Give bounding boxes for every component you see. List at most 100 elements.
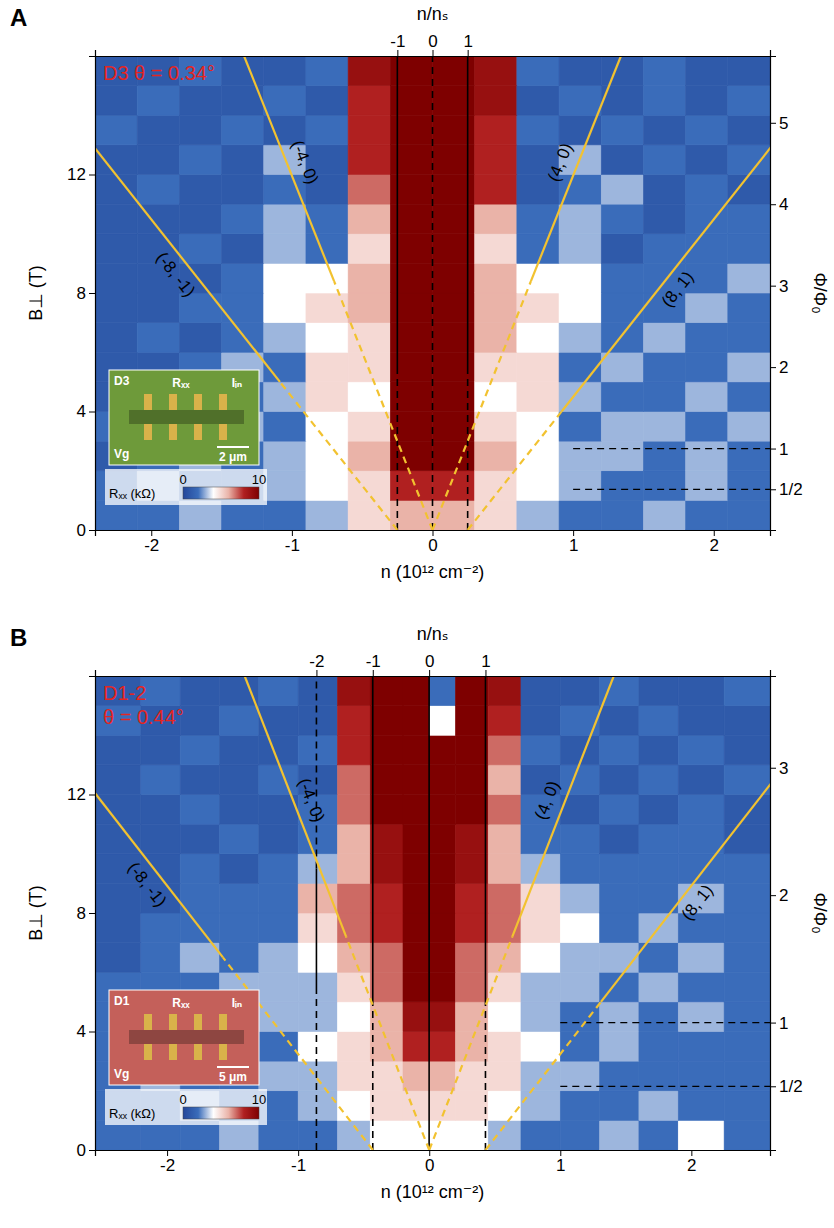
tick: 0 [77, 521, 95, 540]
tick-mark [770, 768, 776, 769]
tick-label: 1 [556, 1156, 565, 1175]
heatmap-cell [137, 115, 179, 145]
fan-label: (4, 0) [544, 140, 576, 184]
heatmap-cell [517, 293, 559, 323]
heatmap-cell [455, 676, 488, 706]
tick-label: 1 [463, 32, 472, 51]
tick: 1/2 [770, 480, 803, 499]
heatmap-cell [137, 293, 179, 323]
heatmap-cell [455, 1061, 488, 1091]
heatmap-cell [600, 1091, 639, 1121]
tick-mark [89, 913, 95, 914]
heatmap-cell [600, 883, 639, 913]
heatmap-cell [728, 500, 770, 530]
heatmap-cell [180, 735, 219, 765]
heatmap-cell [601, 382, 643, 412]
y2-axis-title: Φ/Φ₀ [810, 272, 830, 313]
annotation: D3 θ = 0.34° [103, 62, 215, 84]
tick: 4 [77, 402, 95, 421]
colorbar-ground [105, 469, 267, 505]
heatmap-cell [298, 913, 337, 943]
heatmap-cell [475, 323, 517, 353]
heatmap-cell [724, 706, 770, 736]
heatmap-cell [728, 204, 770, 234]
heatmap-cell [222, 234, 264, 264]
heatmap-cell [259, 943, 298, 973]
heatmap-cell [370, 854, 403, 884]
heatmap-cell [678, 706, 724, 736]
heatmap-cell [643, 56, 685, 86]
heatmap-cell [370, 1002, 403, 1032]
heatmap-cell [724, 765, 770, 795]
heatmap-cell [724, 1032, 770, 1062]
tick-label: 4 [77, 1022, 86, 1041]
heatmap-cell [559, 175, 601, 205]
heatmap-cell [259, 824, 298, 854]
heatmap-cell [521, 1061, 560, 1091]
heatmap-cell [559, 204, 601, 234]
heatmap-cell [222, 175, 264, 205]
heatmap-cell [639, 676, 678, 706]
heatmap-cell [728, 56, 770, 86]
heatmap-cell [475, 234, 517, 264]
heatmap-cell [560, 972, 599, 1002]
contact [144, 1044, 152, 1060]
x-axis-title: n (10¹² cm⁻²) [381, 562, 485, 582]
fan-line [468, 412, 562, 531]
heatmap-cell [429, 824, 455, 854]
heatmap-cell [348, 234, 390, 264]
heatmap-cell [259, 883, 298, 913]
tick: 12 [67, 785, 95, 804]
heatmap-cell [429, 913, 455, 943]
heatmap-cell [348, 204, 390, 234]
tick-mark [89, 795, 95, 796]
heatmap-cell [560, 1091, 599, 1121]
inset-label: Rₓₓ [172, 996, 190, 1010]
heatmap-cell [601, 175, 643, 205]
axis: 1/212345 [770, 57, 803, 531]
contact [219, 394, 227, 410]
y-axis-title: B⊥ (T) [26, 265, 46, 321]
heatmap-cell [559, 471, 601, 501]
heatmap-cell [475, 412, 517, 442]
heatmap-cell [521, 854, 560, 884]
heatmap-cell [370, 972, 403, 1002]
heatmap-cell [403, 824, 429, 854]
heatmap-cell [475, 471, 517, 501]
heatmap-cell [560, 854, 599, 884]
heatmap-cell [724, 676, 770, 706]
heatmap-cell [141, 765, 180, 795]
heatmap-cell [179, 204, 221, 234]
heatmap-cell [337, 795, 370, 825]
heatmap-cell [306, 352, 348, 382]
inset-label: 2 μm [219, 450, 247, 464]
heatmap-cell [678, 735, 724, 765]
heatmap-cell [521, 735, 560, 765]
heatmap-cell [348, 115, 390, 145]
heatmap-cell [298, 1032, 337, 1062]
fan-line [562, 56, 770, 412]
tick-label: 4 [779, 195, 788, 214]
flux-line [560, 1022, 770, 1023]
heatmap-cell [728, 412, 770, 442]
x2-axis-title: n/nₛ [417, 624, 449, 644]
heatmap-cell [429, 1002, 455, 1032]
y-axis-title: B⊥ (T) [26, 885, 46, 941]
heatmap-cell [337, 1002, 370, 1032]
heatmap-cell [403, 883, 429, 913]
heatmap-cell [264, 323, 306, 353]
heatmap-cell [643, 500, 685, 530]
heatmap-cell [686, 500, 728, 530]
heatmap-cell [337, 676, 370, 706]
heatmap-cell [403, 1032, 429, 1062]
colorbar-label: Rₓₓ (kΩ) [109, 1106, 155, 1121]
heatmap-cell [475, 263, 517, 293]
heatmap-cell [222, 263, 264, 293]
heatmap-cell [728, 293, 770, 323]
heatmap-cell [429, 883, 455, 913]
heatmap-cell [306, 382, 348, 412]
inset-label: Vg [114, 1067, 129, 1081]
commensurate-line [316, 676, 318, 869]
heatmap-cell [259, 1032, 298, 1062]
heatmap-cell [137, 145, 179, 175]
